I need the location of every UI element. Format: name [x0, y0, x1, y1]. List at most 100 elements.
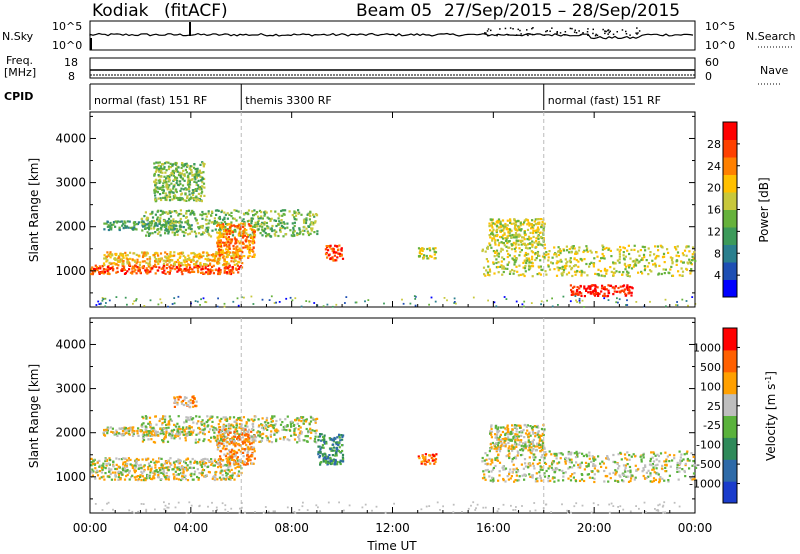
range-time-pixel — [525, 244, 528, 247]
range-time-pixel — [157, 209, 160, 212]
range-time-pixel — [305, 300, 308, 302]
range-time-pixel — [231, 474, 234, 477]
range-time-pixel — [188, 180, 191, 183]
range-time-pixel — [539, 273, 542, 276]
range-time-pixel — [169, 219, 172, 222]
range-time-pixel — [230, 257, 233, 260]
range-time-pixel — [504, 480, 507, 483]
range-time-pixel — [137, 464, 141, 467]
range-time-pixel — [162, 433, 165, 436]
range-time-pixel — [115, 457, 118, 460]
range-time-pixel — [253, 450, 256, 453]
range-time-pixel — [248, 428, 251, 431]
range-time-pixel — [211, 221, 214, 224]
range-time-pixel — [149, 431, 152, 434]
range-time-pixel — [303, 225, 306, 228]
range-time-pixel — [623, 288, 626, 291]
range-time-pixel — [171, 228, 174, 231]
range-time-pixel — [284, 209, 287, 212]
range-time-pixel — [167, 227, 171, 231]
range-time-pixel — [214, 222, 217, 225]
range-time-pixel — [145, 434, 148, 438]
range-time-pixel — [153, 256, 156, 259]
range-time-pixel — [432, 458, 435, 461]
range-time-pixel — [217, 249, 220, 252]
range-time-pixel — [616, 462, 619, 466]
range-time-pixel — [551, 256, 554, 259]
range-time-pixel — [150, 427, 153, 430]
range-time-pixel — [165, 182, 168, 185]
range-time-pixel — [286, 222, 289, 225]
range-time-pixel — [236, 252, 239, 255]
range-time-pixel — [186, 195, 189, 198]
nsearch-point — [621, 29, 624, 31]
range-time-pixel — [251, 422, 255, 425]
range-time-pixel — [222, 218, 225, 221]
range-time-pixel — [574, 273, 577, 276]
range-time-pixel — [629, 479, 632, 483]
range-time-pixel — [277, 234, 280, 238]
range-time-pixel — [258, 209, 262, 212]
beam-title: Beam 05 — [356, 1, 432, 21]
range-time-pixel — [233, 463, 236, 466]
range-time-pixel — [236, 459, 239, 462]
range-time-pixel — [331, 249, 334, 252]
range-time-pixel — [145, 417, 148, 420]
nsearch-point — [486, 30, 489, 32]
range-time-pixel — [612, 274, 615, 277]
range-time-pixel — [138, 269, 141, 272]
range-time-pixel — [328, 437, 331, 440]
range-time-pixel — [578, 299, 581, 302]
range-time-pixel — [136, 429, 139, 433]
range-time-pixel — [275, 438, 278, 441]
range-time-pixel — [171, 171, 174, 174]
range-time-pixel — [113, 432, 116, 435]
range-time-pixel — [251, 217, 255, 220]
range-time-pixel — [557, 304, 559, 306]
range-time-pixel — [638, 260, 641, 263]
range-time-pixel — [245, 229, 248, 232]
range-time-pixel — [560, 249, 563, 253]
range-time-pixel — [616, 297, 618, 300]
range-time-pixel — [141, 266, 144, 269]
range-time-pixel — [252, 446, 255, 449]
range-time-pixel — [171, 231, 174, 234]
range-time-pixel — [187, 209, 191, 212]
range-time-pixel — [165, 169, 168, 172]
range-time-pixel — [617, 453, 620, 456]
range-time-pixel — [504, 237, 507, 240]
range-time-pixel — [305, 427, 308, 431]
range-time-pixel — [260, 215, 263, 218]
range-time-pixel — [229, 416, 232, 419]
range-time-pixel — [203, 461, 206, 464]
range-time-pixel — [219, 253, 222, 256]
range-time-pixel — [201, 271, 204, 274]
range-time-pixel — [573, 452, 576, 455]
nsearch-point — [637, 32, 639, 34]
range-time-pixel — [137, 458, 140, 461]
range-time-pixel — [228, 269, 231, 272]
range-time-pixel — [157, 174, 160, 177]
range-time-pixel — [116, 220, 119, 223]
range-time-pixel — [210, 254, 213, 257]
range-time-pixel — [614, 461, 617, 464]
range-time-pixel — [213, 475, 216, 478]
range-time-pixel — [168, 272, 171, 275]
range-time-pixel — [276, 429, 279, 432]
range-time-pixel — [153, 470, 156, 473]
range-time-pixel — [275, 419, 278, 423]
freq-strip: Freq. [MHz] 18 8 60 0 Nave — [4, 54, 788, 85]
range-time-pixel — [143, 468, 146, 471]
range-time-pixel — [106, 225, 109, 228]
range-time-pixel — [486, 454, 489, 457]
range-time-pixel — [401, 298, 403, 301]
range-time-pixel — [207, 459, 211, 463]
range-time-pixel — [607, 284, 610, 287]
range-time-pixel — [170, 174, 173, 177]
range-time-pixel — [147, 474, 150, 477]
range-time-pixel — [322, 305, 325, 308]
range-time-pixel — [100, 476, 103, 479]
range-time-pixel — [573, 472, 576, 475]
range-time-pixel — [94, 477, 97, 480]
range-time-pixel — [296, 233, 299, 237]
